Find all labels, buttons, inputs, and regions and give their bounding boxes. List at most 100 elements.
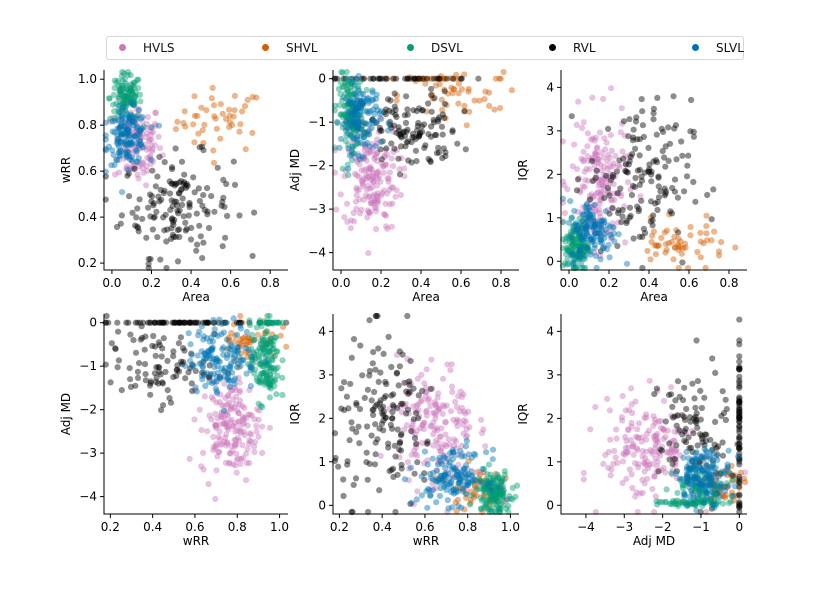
point-rvl [458, 75, 465, 82]
point-hvls [125, 100, 132, 107]
point-dsvl [573, 226, 580, 233]
point-rvl [686, 414, 694, 421]
point-rvl [719, 388, 726, 395]
point-slvl [119, 189, 126, 196]
point-rvl [366, 317, 373, 324]
point-rvl [341, 379, 348, 386]
point-slvl [608, 234, 615, 241]
point-rvl [396, 171, 404, 178]
point-dsvl [345, 88, 352, 96]
x-tick-label: 0.8 [719, 276, 738, 290]
point-rvl [625, 133, 632, 140]
point-dsvl [274, 372, 281, 379]
point-rvl [632, 118, 640, 125]
point-slvl [357, 90, 365, 97]
point-slvl [230, 315, 237, 322]
point-hvls [390, 148, 397, 155]
point-dsvl [581, 242, 588, 249]
point-hvls [230, 404, 238, 411]
point-rvl [402, 143, 409, 150]
point-dsvl [122, 89, 129, 96]
point-shvl [441, 75, 449, 82]
point-rvl [661, 154, 668, 161]
point-hvls [621, 203, 628, 210]
point-rvl [223, 180, 230, 188]
point-rvl [428, 123, 435, 130]
point-hvls [586, 192, 594, 200]
point-dsvl [342, 81, 349, 88]
point-dsvl [348, 80, 355, 87]
point-dsvl [122, 80, 129, 87]
y-tick-label: 2 [546, 167, 554, 181]
point-hvls [615, 190, 622, 197]
point-shvl [437, 73, 444, 80]
point-hvls [578, 124, 586, 131]
point-hvls [383, 212, 390, 219]
point-hvls [213, 467, 220, 474]
point-rvl [192, 319, 199, 326]
point-hvls [607, 132, 614, 139]
point-rvl [646, 161, 653, 168]
point-rvl [638, 96, 645, 103]
point-rvl [436, 75, 443, 82]
point-dsvl [123, 99, 130, 106]
point-rvl [145, 260, 152, 268]
point-hvls [604, 207, 612, 214]
point-shvl [439, 106, 446, 113]
point-rvl [391, 145, 398, 152]
point-rvl [650, 158, 657, 165]
point-slvl [348, 122, 355, 129]
point-slvl [427, 492, 434, 499]
point-hvls [130, 117, 137, 124]
point-rvl [691, 395, 698, 402]
point-dsvl [119, 100, 126, 107]
point-hvls [420, 426, 427, 433]
legend-item-slvl: SLVL [692, 41, 744, 55]
point-slvl [340, 94, 347, 101]
point-slvl [109, 128, 116, 135]
point-shvl [211, 113, 218, 120]
point-rvl [383, 145, 390, 152]
point-hvls [597, 161, 604, 168]
point-dsvl [263, 328, 270, 335]
point-rvl [124, 172, 131, 179]
point-dsvl [126, 96, 133, 103]
point-hvls [244, 422, 251, 429]
point-rvl [421, 144, 428, 151]
point-hvls [367, 165, 374, 172]
point-dsvl [116, 88, 123, 95]
point-rvl [442, 149, 449, 156]
point-slvl [592, 222, 599, 229]
point-slvl [353, 104, 360, 111]
point-hvls [129, 130, 136, 138]
point-slvl [583, 228, 590, 235]
point-hvls [594, 190, 601, 197]
point-slvl [116, 102, 123, 109]
point-rvl [390, 75, 397, 82]
point-dsvl [126, 89, 133, 96]
point-rvl [653, 159, 661, 166]
point-hvls [390, 184, 397, 191]
point-slvl [354, 96, 361, 103]
point-slvl [582, 223, 590, 230]
point-slvl [115, 116, 122, 124]
point-shvl [481, 96, 488, 103]
point-hvls [600, 154, 607, 161]
y-tick-label: −3 [79, 446, 97, 460]
point-rvl [414, 122, 421, 130]
point-slvl [441, 454, 448, 461]
point-dsvl [349, 109, 356, 116]
point-slvl [368, 124, 375, 132]
point-hvls [605, 174, 612, 181]
point-slvl [111, 129, 118, 136]
point-shvl [658, 234, 665, 241]
point-dsvl [579, 234, 586, 241]
point-hvls [367, 200, 374, 207]
point-shvl [427, 75, 434, 82]
point-slvl [195, 332, 202, 339]
point-rvl [201, 206, 208, 214]
point-hvls [366, 165, 373, 172]
point-slvl [597, 238, 604, 245]
point-hvls [606, 154, 613, 161]
point-shvl [644, 247, 651, 254]
